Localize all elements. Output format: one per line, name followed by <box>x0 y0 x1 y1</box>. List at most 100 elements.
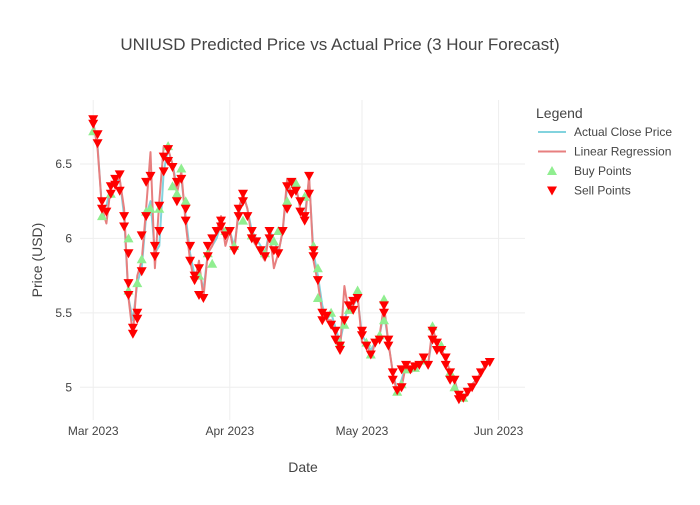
sell-point <box>383 341 394 351</box>
sell-point <box>238 197 248 207</box>
sell-point <box>127 323 138 333</box>
sell-point <box>180 216 191 226</box>
sell-point <box>224 227 235 236</box>
sell-point <box>423 360 434 370</box>
sell-point <box>233 212 244 222</box>
sell-point <box>141 212 152 222</box>
sell-point <box>304 189 315 199</box>
sell-point <box>449 375 460 385</box>
x-axis-label: Date <box>288 459 318 475</box>
series-markers <box>88 115 495 405</box>
legend-entry-label: Actual Close Price <box>574 125 672 139</box>
sell-point <box>431 338 442 348</box>
y-axis: 5 5.5 6 6.5 <box>55 157 72 394</box>
buy-point <box>379 294 389 304</box>
sell-point <box>304 171 315 181</box>
sell-point <box>484 358 495 367</box>
sell-point <box>114 186 125 196</box>
sell-point <box>132 314 143 324</box>
y-tick-label: 6 <box>65 231 72 245</box>
sell-point <box>189 276 200 286</box>
sell-point <box>348 305 359 315</box>
sell-point <box>268 246 279 256</box>
sell-point <box>110 180 121 190</box>
sell-point <box>123 279 134 289</box>
legend-entry-label: Sell Points <box>574 184 631 198</box>
legend-swatch <box>547 166 557 175</box>
buy-point <box>282 196 293 206</box>
x-tick-label: Apr 2023 <box>205 424 254 438</box>
sell-point <box>185 241 196 251</box>
y-axis-label: Price (USD) <box>29 223 45 298</box>
sell-point <box>299 216 310 226</box>
buy-point <box>176 163 187 173</box>
sell-point <box>295 197 306 207</box>
sell-point <box>198 294 209 303</box>
sell-point <box>308 246 319 256</box>
sell-point <box>467 383 478 393</box>
sell-point <box>119 212 130 222</box>
sell-point <box>242 212 253 222</box>
sell-point <box>101 207 112 217</box>
sell-point <box>427 335 438 345</box>
sell-point <box>383 335 394 345</box>
buy-point <box>290 178 301 188</box>
sell-point <box>154 201 165 211</box>
sell-point <box>436 346 447 355</box>
sell-point <box>264 227 275 236</box>
sell-point <box>233 204 244 214</box>
buy-point <box>207 258 218 268</box>
sell-point <box>330 335 341 345</box>
sell-point <box>110 174 121 184</box>
sell-point <box>88 119 99 129</box>
sell-point <box>145 171 156 181</box>
sell-point <box>361 341 372 351</box>
buy-point <box>312 263 323 273</box>
sell-point <box>282 204 293 214</box>
x-tick-label: Mar 2023 <box>68 424 119 438</box>
sell-point <box>330 326 341 336</box>
sell-point <box>445 368 456 378</box>
sell-point <box>462 387 473 397</box>
sell-point <box>440 360 451 370</box>
buy-point <box>136 254 147 264</box>
sell-point <box>176 174 187 184</box>
sell-point <box>475 368 486 378</box>
sell-point <box>326 320 337 330</box>
sell-point <box>277 227 288 236</box>
sell-point <box>374 335 385 345</box>
sell-point <box>286 177 297 187</box>
sell-point <box>379 308 389 318</box>
sell-point <box>264 234 275 244</box>
sell-point <box>136 231 147 241</box>
sell-point <box>149 241 160 251</box>
sell-point <box>290 186 301 196</box>
legend-swatch <box>547 186 557 196</box>
sell-point <box>123 249 134 259</box>
buy-point <box>352 285 363 295</box>
buy-point <box>449 382 460 392</box>
sell-point <box>202 241 213 251</box>
sell-point <box>171 197 182 207</box>
buy-point <box>238 215 248 225</box>
legend-title: Legend <box>536 105 583 121</box>
sell-point <box>220 231 231 241</box>
buy-point <box>145 203 156 213</box>
sell-point <box>158 167 169 177</box>
sell-point <box>321 311 332 321</box>
sell-point <box>427 326 438 336</box>
buy-point <box>123 233 134 243</box>
sell-point <box>317 308 328 318</box>
buy-point <box>273 226 284 235</box>
sell-point <box>229 246 240 256</box>
sell-point <box>97 204 107 214</box>
sell-point <box>185 256 196 266</box>
sell-point <box>255 246 266 256</box>
sell-point <box>246 234 257 244</box>
sell-point <box>167 163 178 172</box>
y-tick-label: 6.5 <box>55 157 72 171</box>
legend-entry-label: Linear Regression <box>574 145 671 159</box>
sell-point <box>312 276 323 286</box>
